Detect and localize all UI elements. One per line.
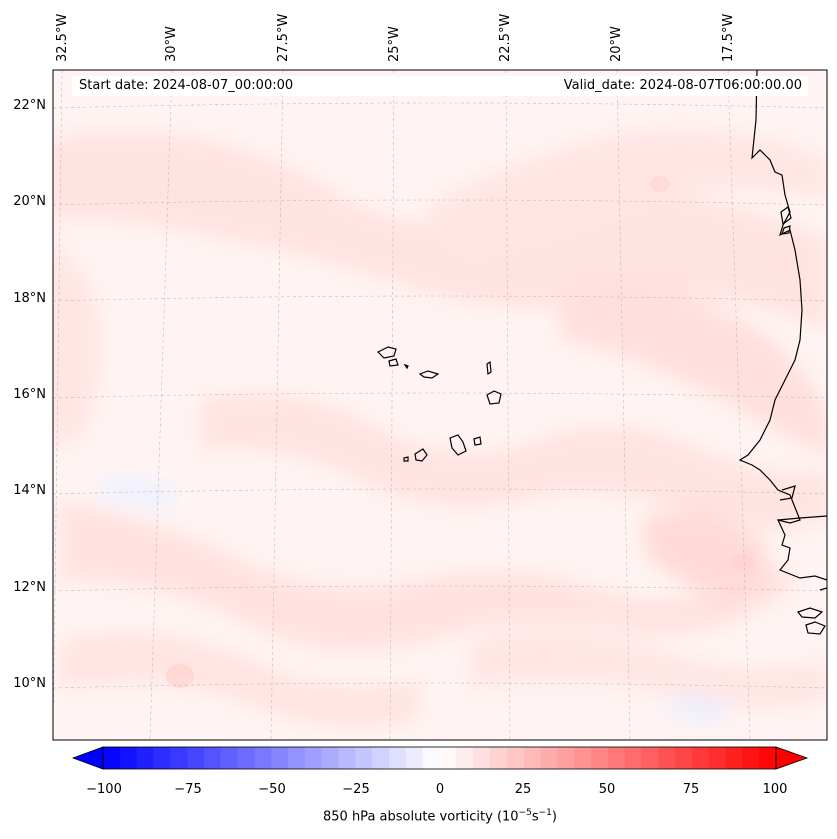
colorbar-block	[288, 747, 306, 769]
colorbar-tick-label: −50	[258, 782, 286, 797]
colorbar-min-extend	[71, 746, 104, 770]
lat-label-10n: 10°N	[13, 676, 46, 691]
santiago-island	[449, 434, 467, 456]
colorbar-block	[691, 747, 710, 769]
colorbar-label-mid: s	[531, 809, 539, 825]
colorbar-block	[304, 747, 323, 769]
colorbar-tick-label: 75	[682, 782, 700, 797]
santo-antao-island	[376, 346, 397, 359]
map-frame	[52, 69, 828, 741]
colorbar-block	[203, 747, 222, 769]
vorticity-field	[53, 70, 827, 740]
lon-label-27-5w: 27.5°W	[276, 13, 291, 62]
colorbar-block	[271, 747, 289, 769]
sal-island	[486, 360, 492, 376]
colorbar-block	[725, 747, 743, 769]
colorbar-frame	[102, 746, 777, 770]
colorbar-tick-label: 25	[514, 782, 532, 797]
lon-label-30w: 30°W	[164, 26, 179, 62]
colorbar-block	[170, 747, 188, 769]
colorbar-block	[658, 747, 676, 769]
sao-nicolau-island	[418, 370, 440, 379]
colorbar-block	[237, 747, 256, 769]
colorbar	[71, 746, 809, 770]
lon-label-32-5w: 32.5°W	[55, 13, 70, 62]
colorbar-label-suffix: )	[551, 809, 557, 825]
colorbar-label-exp1: −5	[518, 808, 532, 818]
fogo-island	[414, 448, 428, 462]
lat-label-16n: 16°N	[13, 387, 46, 402]
brava-island	[403, 456, 409, 462]
colorbar-block	[624, 747, 642, 769]
colorbar-block	[607, 747, 626, 769]
colorbar-block	[506, 747, 525, 769]
boa-vista-island	[486, 390, 502, 405]
colorbar-block	[254, 747, 272, 769]
colorbar-block	[540, 747, 558, 769]
date-header-box	[72, 76, 808, 96]
colorbar-tick-label: −100	[86, 782, 122, 797]
colorbar-label: 850 hPa absolute vorticity (10−5s−1)	[0, 808, 837, 824]
lon-label-22-5w: 22.5°W	[498, 13, 513, 62]
sao-vicente-island	[388, 358, 399, 367]
colorbar-block	[759, 747, 777, 769]
colorbar-block	[136, 747, 155, 769]
colorbar-tick-label: 100	[762, 782, 788, 797]
colorbar-block	[456, 747, 474, 769]
colorbar-block	[422, 747, 441, 769]
colorbar-tick-label: −25	[342, 782, 370, 797]
lat-label-18n: 18°N	[13, 291, 46, 306]
lat-label-20n: 20°N	[13, 194, 46, 209]
colorbar-block	[574, 747, 592, 769]
colorbar-tick-label: 50	[598, 782, 616, 797]
colorbar-block	[590, 747, 609, 769]
colorbar-block	[119, 747, 138, 769]
lat-label-12n: 12°N	[13, 580, 46, 595]
africa-coastline	[738, 70, 827, 581]
colorbar-block	[641, 747, 659, 769]
colorbar-block	[153, 747, 171, 769]
colorbar-tick-label: −75	[174, 782, 202, 797]
colorbar-label-prefix: 850 hPa absolute vorticity (10	[323, 809, 519, 825]
coastlines	[376, 70, 827, 635]
maio-island	[473, 436, 482, 446]
colorbar-block	[557, 747, 575, 769]
colorbar-label-exp2: −1	[538, 808, 552, 818]
colorbar-block	[473, 747, 491, 769]
colorbar-block	[675, 747, 693, 769]
colorbar-block	[372, 747, 390, 769]
colorbar-block	[389, 747, 407, 769]
lon-label-25w: 25°W	[387, 26, 402, 62]
colorbar-block	[220, 747, 239, 769]
colorbar-block	[321, 747, 340, 769]
colorbar-block	[187, 747, 205, 769]
colorbar-block	[708, 747, 727, 769]
lon-label-17-5w: 17.5°W	[721, 13, 736, 62]
colorbar-block	[103, 747, 121, 769]
colorbar-block	[489, 747, 508, 769]
start-date-label: Start date: 2024-08-07_00:00:00	[79, 78, 294, 93]
lat-label-22n: 22°N	[13, 98, 46, 113]
colorbar-max-extend	[775, 746, 809, 770]
gridlines	[53, 70, 827, 740]
lat-label-14n: 14°N	[13, 483, 46, 498]
colorbar-tick-label: 0	[435, 782, 445, 797]
valid-date-label: Valid_date: 2024-08-07T06:00:00.00	[563, 78, 802, 93]
colorbar-block	[355, 747, 373, 769]
colorbar-block	[742, 747, 760, 769]
lon-label-20w: 20°W	[609, 26, 624, 62]
colorbar-block	[523, 747, 542, 769]
colorbar-block	[439, 747, 457, 769]
colorbar-block	[338, 747, 356, 769]
colorbar-block	[405, 747, 424, 769]
